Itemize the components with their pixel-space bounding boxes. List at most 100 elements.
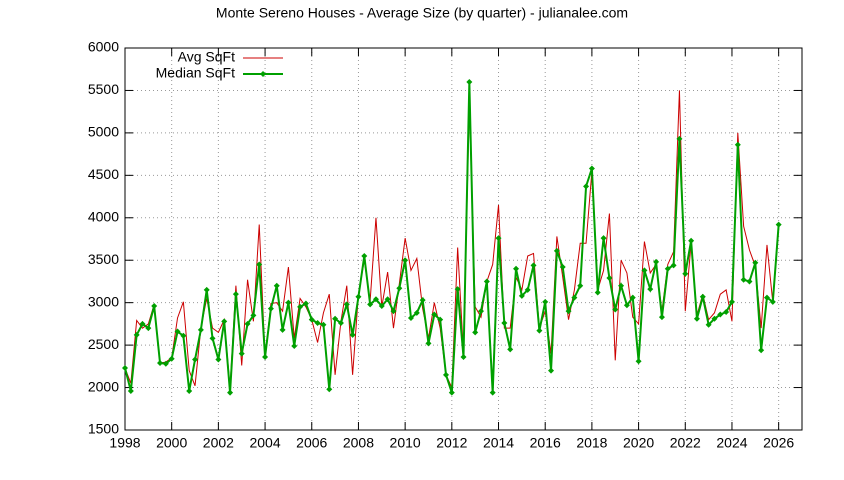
- data-point: [250, 312, 257, 319]
- data-point: [717, 311, 724, 318]
- data-point: [489, 389, 496, 396]
- data-point: [279, 326, 286, 333]
- data-point: [413, 309, 420, 316]
- data-point: [174, 328, 181, 335]
- data-point: [536, 327, 543, 334]
- data-point: [775, 221, 782, 228]
- data-point: [728, 298, 735, 305]
- data-point: [647, 286, 654, 293]
- data-point: [384, 296, 391, 303]
- data-point: [302, 300, 309, 307]
- data-point: [553, 247, 560, 254]
- y-tick-label: 1500: [88, 421, 119, 437]
- data-point: [145, 325, 152, 332]
- data-point: [232, 291, 239, 298]
- data-point: [168, 355, 175, 362]
- x-tick-label: 2012: [436, 435, 467, 451]
- data-point: [122, 365, 128, 372]
- plot-frame: [124, 47, 803, 431]
- data-point: [402, 257, 409, 264]
- data-point: [390, 308, 397, 315]
- data-point: [180, 332, 187, 339]
- x-tick-label: 2018: [576, 435, 607, 451]
- x-tick-label: 2006: [296, 435, 327, 451]
- data-point: [693, 315, 700, 322]
- data-point: [530, 262, 537, 269]
- y-tick-label: 5000: [88, 124, 119, 140]
- data-point: [314, 320, 321, 327]
- data-point: [326, 386, 333, 393]
- data-point: [559, 264, 566, 271]
- x-tick-label: 2010: [390, 435, 421, 451]
- data-point: [337, 320, 344, 327]
- data-point: [355, 293, 362, 300]
- data-point: [518, 292, 525, 299]
- data-point: [676, 135, 683, 142]
- data-point: [577, 282, 584, 289]
- x-tick-label: 2008: [343, 435, 374, 451]
- data-point: [133, 331, 140, 338]
- data-point: [723, 309, 730, 316]
- data-point: [664, 265, 671, 272]
- data-point: [267, 305, 274, 312]
- data-point: [734, 141, 741, 148]
- x-tick-label: 2022: [670, 435, 701, 451]
- y-tick-label: 4000: [88, 208, 119, 224]
- y-tick-label: 2000: [88, 378, 119, 394]
- data-point: [746, 278, 753, 285]
- data-point: [472, 329, 479, 336]
- data-point: [332, 315, 339, 322]
- series-line: [124, 90, 780, 388]
- data-point: [688, 237, 695, 244]
- data-point: [291, 342, 298, 349]
- y-tick-label: 3000: [88, 293, 119, 309]
- data-point: [244, 320, 251, 327]
- data-point: [215, 356, 222, 363]
- data-point: [618, 282, 625, 289]
- y-tick-label: 4500: [88, 166, 119, 182]
- data-point: [513, 265, 520, 272]
- data-point: [466, 78, 473, 85]
- data-point: [425, 340, 432, 347]
- data-point: [419, 297, 426, 304]
- y-tick-label: 2500: [88, 336, 119, 352]
- data-point: [635, 358, 642, 365]
- x-tick-label: 2002: [203, 435, 234, 451]
- data-point: [162, 360, 169, 367]
- data-point: [361, 252, 368, 259]
- x-tick-label: 2026: [763, 435, 794, 451]
- data-point: [548, 367, 555, 374]
- y-tick-label: 6000: [88, 39, 119, 55]
- data-point: [367, 301, 374, 308]
- data-point: [612, 306, 619, 313]
- data-point: [670, 262, 677, 269]
- data-point: [431, 311, 438, 318]
- data-point: [378, 303, 385, 310]
- data-point: [653, 258, 660, 265]
- data-point: [238, 350, 245, 357]
- data-point: [297, 303, 304, 310]
- x-tick-label: 2014: [483, 435, 514, 451]
- data-point: [203, 286, 210, 293]
- data-point: [285, 299, 292, 306]
- data-point: [507, 346, 514, 353]
- data-point: [407, 314, 414, 321]
- data-point: [256, 261, 263, 268]
- data-point: [396, 285, 403, 292]
- data-point: [752, 259, 759, 266]
- data-point: [769, 298, 776, 305]
- data-point: [273, 282, 280, 289]
- legend-label: Median SqFt: [156, 65, 235, 81]
- data-point: [711, 315, 718, 322]
- data-point: [623, 302, 630, 309]
- data-point: [442, 371, 449, 378]
- data-point: [478, 308, 485, 315]
- x-tick-label: 2024: [716, 435, 747, 451]
- data-point: [542, 298, 549, 305]
- data-point: [209, 335, 216, 342]
- data-point: [448, 389, 455, 396]
- x-tick-label: 2020: [623, 435, 654, 451]
- data-point: [629, 294, 636, 301]
- data-point: [588, 165, 595, 172]
